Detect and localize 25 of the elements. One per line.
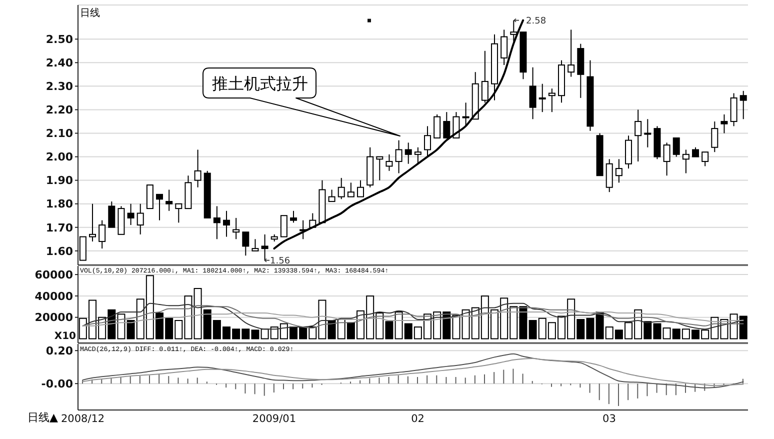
y-tick-label: 2.00 [46,150,74,164]
y-tick-label: 1.90 [46,174,74,188]
x-tick-label: 2009/01 [252,412,296,425]
annotation: 1.56 [270,256,290,266]
x-tick-label: 02 [411,412,424,425]
y-tick-label: 1.80 [46,198,74,211]
y-tick-label: 2.10 [46,127,74,140]
annotation: 2.58 [526,16,546,26]
x-tick-label: 03 [602,412,616,425]
y-axis-title: X10 [54,331,76,342]
y-tick-label: 1.70 [46,221,74,234]
annotation: 推土机式拉升 [212,74,308,93]
y-tick-label: 2.50 [46,33,74,46]
y-tick-label: 20000 [34,311,74,324]
y-tick-label: 1.60 [46,244,74,258]
x-tick-label: 2008/12 [60,412,105,425]
y-tick-label: 2.30 [46,80,74,94]
y-tick-label: 2.40 [46,56,74,70]
y-tick-label: 0.20 [46,344,74,358]
y-tick-label: 60000 [34,268,74,282]
y-tick-label: 40000 [34,290,74,303]
text: 日线▲ [28,411,59,424]
chart-title: 日线 [80,7,100,19]
y-tick-label: 2.20 [46,104,74,117]
y-tick-label: -0.00 [41,378,74,391]
